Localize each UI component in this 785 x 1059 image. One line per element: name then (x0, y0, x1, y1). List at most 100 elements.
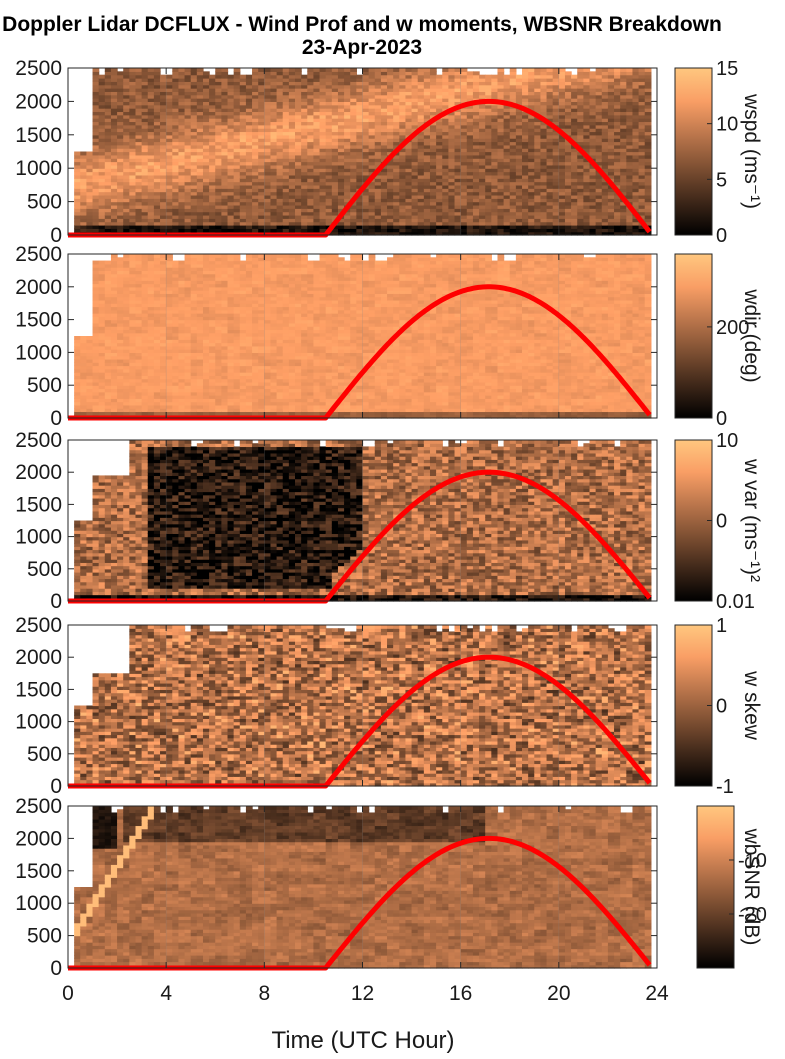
y-tick-label: 500 (27, 191, 62, 214)
heatmap-cell (626, 68, 633, 72)
figure: Doppler Lidar DCFLUX - Wind Prof and w m… (0, 0, 785, 1059)
heatmap-cell (295, 68, 302, 72)
y-tick-label: 1500 (15, 124, 62, 147)
heatmap-cell (528, 68, 535, 72)
heatmap-cell (129, 68, 136, 72)
colorbar-tick-label: 0 (716, 225, 727, 247)
heatmap-cell (93, 68, 100, 72)
colorbar-tick-label: 15 (716, 58, 738, 80)
heatmap-cell (491, 75, 498, 79)
heatmap-cell (639, 68, 646, 72)
colorbar-tick-label: 10 (716, 114, 738, 136)
heatmap-cell (430, 68, 437, 72)
heatmap-cell (270, 68, 277, 72)
colorbar: 0 5 10 15wspd (ms⁻¹) (675, 58, 763, 247)
heatmap-cell (313, 68, 320, 72)
heatmap-cells (74, 254, 651, 419)
heatmap-cell (111, 68, 118, 72)
heatmap-cell (399, 68, 406, 72)
heatmap-cell (387, 68, 394, 72)
heatmap-cell (93, 261, 100, 265)
figure-title-line1: Doppler Lidar DCFLUX - Wind Prof and w m… (2, 13, 722, 36)
heatmap-cell (209, 75, 216, 79)
y-tick-label: 2000 (15, 90, 62, 113)
heatmap-cell (246, 75, 253, 79)
heatmap-cell (74, 152, 81, 156)
heatmap-cell (418, 68, 425, 72)
colorbar-tick-label: 5 (716, 169, 727, 191)
heatmap-cell (547, 68, 554, 72)
chart-svg: Doppler Lidar DCFLUX - Wind Prof and w m… (0, 0, 785, 1059)
heatmap-cell (436, 75, 443, 79)
heatmap-cell (148, 68, 155, 72)
heatmap-cell (320, 68, 327, 72)
heatmap-cell (215, 68, 222, 72)
heatmap-cell (350, 68, 357, 72)
y-tick-label: 2500 (15, 57, 62, 80)
heatmap-cell (80, 336, 87, 340)
heatmap-cell (172, 68, 179, 72)
heatmap-cell (583, 68, 590, 72)
heatmap-cell (117, 71, 124, 75)
heatmap-cell (381, 68, 388, 72)
heatmap-cell (393, 68, 400, 72)
heatmap-cell (117, 257, 124, 261)
colorbar-gradient (675, 68, 712, 235)
heatmap-cell (283, 68, 290, 72)
heatmap-cell (645, 68, 652, 72)
heatmap-cell (289, 68, 296, 72)
heatmap-cell (240, 75, 247, 79)
heatmap-cell (356, 75, 363, 79)
heatmap-cell (166, 75, 173, 79)
heatmap-cell (326, 68, 333, 72)
heatmap-cell (479, 75, 486, 79)
heatmap-cell (99, 75, 106, 79)
heatmap-cell (473, 71, 480, 75)
heatmap-cell (105, 261, 112, 265)
heatmap-cell (405, 68, 412, 72)
heatmap-cell (412, 68, 419, 72)
heatmap-cell (264, 68, 271, 72)
heatmap-cell (614, 68, 621, 72)
colorbar-label: wspd (ms⁻¹) (740, 93, 763, 209)
y-tick-label: 1000 (15, 157, 62, 180)
heatmap-cell (540, 68, 547, 72)
heatmap-cell (307, 68, 314, 72)
figure-title-line2: 23-Apr-2023 (302, 36, 422, 59)
heatmap-cell (142, 68, 149, 72)
heatmap-cell (363, 68, 370, 72)
heatmap-cell (185, 68, 192, 72)
heatmap-cell (608, 68, 615, 72)
heatmap-cell (191, 68, 198, 72)
heatmap-cell (160, 75, 167, 79)
heatmap-cell (123, 68, 130, 72)
heatmap-cell (74, 336, 81, 340)
heatmap-cell (228, 75, 235, 79)
heatmap-cell (80, 152, 87, 156)
heatmap-cell (178, 68, 185, 72)
panel-wdir: 050010001500200025000200wdir (deg) (15, 243, 763, 430)
heatmap-cell (197, 68, 204, 72)
heatmap-cell (154, 68, 161, 72)
heatmap-cell (111, 254, 118, 258)
heatmap-cell (485, 75, 492, 79)
heatmap-cell (516, 75, 523, 79)
heatmap-cell (105, 68, 112, 72)
heatmap-cell (467, 71, 474, 75)
heatmap-cell (534, 68, 541, 72)
heatmap-cell (221, 68, 228, 72)
heatmap-cell (577, 68, 584, 72)
heatmap-cell (234, 68, 241, 72)
heatmap-cell (86, 152, 93, 156)
heatmap-cell (565, 71, 572, 75)
heatmap-cell (344, 68, 351, 72)
heatmap-cell (203, 71, 210, 75)
heatmap-cell (497, 68, 504, 72)
heatmap-cell (620, 68, 627, 72)
heatmap-cell (332, 68, 339, 72)
heatmap-cell (86, 336, 93, 340)
heatmap-cell (277, 68, 284, 72)
heatmap-cell (590, 71, 597, 75)
heatmap-cells (74, 68, 651, 236)
